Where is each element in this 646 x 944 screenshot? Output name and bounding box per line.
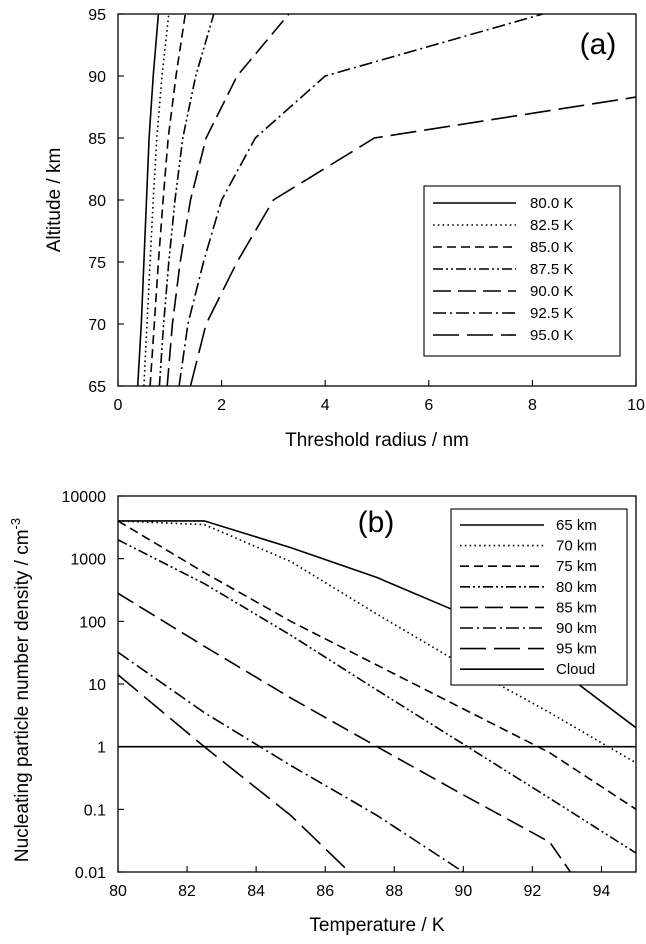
panel-b-x-tick-label: 84	[247, 883, 265, 900]
panel-a-x-tick-label: 4	[321, 397, 330, 414]
panel-b-legend-label-7: Cloud	[556, 661, 595, 678]
panel-a-y-tick-label: 75	[88, 255, 106, 272]
panel-b-legend-label-5: 90 km	[556, 620, 597, 637]
panel-b-y-tick-label: 0.1	[84, 802, 106, 819]
panel-a-series-group	[136, 14, 636, 386]
panel-a-series-4	[166, 14, 290, 386]
panel-b-x-tick-label: 86	[316, 883, 334, 900]
panel-b-series-2	[118, 520, 636, 810]
panel-a-chart: 0 2 4 6 8 10 65 70 75 80 85 90 95 80.0 K 82.5 K 85.0 K…	[44, 7, 645, 451]
panel-a-series-2	[149, 14, 187, 386]
panel-a-label: (a)	[580, 28, 617, 61]
panel-b-legend: 65 km 70 km 75 km 80 km 85 km 90 km 95 km Cloud	[450, 508, 628, 686]
panel-a-legend-label-5: 92.5 K	[530, 305, 573, 322]
panel-a-y-tick-label: 80	[88, 193, 106, 210]
panel-a-series-1	[143, 14, 170, 386]
panel-a-series-6	[189, 96, 636, 386]
panel-b-series-3	[118, 539, 636, 854]
panel-a-y-tick-label: 65	[88, 379, 106, 396]
panel-a-y-axis-title: Altitude / km	[44, 148, 65, 253]
panel-a-series-0	[136, 14, 160, 386]
panel-a-x-axis-title: Threshold radius / nm	[285, 430, 469, 451]
panel-a-series-5	[178, 14, 544, 386]
panel-a-y-tick-label: 95	[88, 7, 106, 24]
panel-b-legend-label-1: 70 km	[556, 538, 597, 555]
panel-b-legend-label-4: 85 km	[556, 599, 597, 616]
panel-b-legend-label-3: 80 km	[556, 579, 597, 596]
panel-b-series-4	[118, 592, 572, 872]
panel-a-series-3	[158, 14, 215, 386]
panel-b-series-5	[118, 651, 464, 872]
panel-b-x-tick-label: 92	[524, 883, 542, 900]
panel-a-y-tick-label: 70	[88, 317, 106, 334]
panel-b-y-axis-title-superscript: -3	[8, 518, 23, 530]
panel-b-y-axis-title-text: Nucleating particle number density / cm	[12, 529, 33, 862]
panel-a-legend-label-0: 80.0 K	[530, 195, 573, 212]
panel-b-y-tick-label: 100	[79, 614, 106, 631]
panel-b-x-tick-label: 80	[109, 883, 127, 900]
panel-b-ticks: 80 82 84 86 88 90 92 94 0.01 0.1 1 10 100 1000 10000	[62, 489, 611, 900]
panel-b-series-1	[118, 520, 636, 764]
panel-b-x-tick-label: 88	[385, 883, 403, 900]
panel-b-x-tick-label: 90	[454, 883, 472, 900]
panel-b-y-tick-label: 0.01	[75, 865, 106, 882]
panel-a-legend: 80.0 K 82.5 K 85.0 K 87.5 K 90.0 K 92.5 K 95.0…	[423, 185, 621, 357]
panel-a-legend-box	[423, 185, 621, 357]
panel-a-x-tick-label: 8	[528, 397, 537, 414]
panel-a-y-tick-label: 90	[88, 69, 106, 86]
panel-b-y-tick-label: 10000	[62, 489, 107, 506]
panel-a-x-tick-label: 6	[424, 397, 433, 414]
panel-b-label: (b)	[358, 506, 395, 539]
panel-b-y-axis-title: Nucleating particle number density / cm-…	[8, 518, 33, 862]
panel-a-x-tick-label: 2	[217, 397, 226, 414]
panel-b-y-tick-label: 10	[88, 677, 106, 694]
panel-b-legend-label-6: 95 km	[556, 641, 597, 658]
panel-b-legend-box	[450, 508, 628, 686]
panel-a-legend-label-1: 82.5 K	[530, 217, 573, 234]
panel-b-y-tick-label: 1000	[70, 552, 106, 569]
panel-b-legend-label-0: 65 km	[556, 517, 597, 534]
panel-b-series-6	[118, 674, 350, 872]
panel-a-x-tick-label: 10	[627, 397, 645, 414]
panel-a-legend-label-3: 87.5 K	[530, 261, 573, 278]
panel-b-x-axis-title: Temperature / K	[309, 915, 444, 936]
panel-b-x-tick-label: 94	[593, 883, 611, 900]
panel-b-y-tick-label: 1	[97, 740, 106, 757]
panel-a-legend-label-4: 90.0 K	[530, 283, 573, 300]
panel-a-y-tick-label: 85	[88, 131, 106, 148]
panel-a-legend-label-6: 95.0 K	[530, 327, 573, 344]
panel-b-legend-label-2: 75 km	[556, 558, 597, 575]
panel-b-chart: 80 82 84 86 88 90 92 94 0.01 0.1 1 10 100 1000 10000 6…	[8, 489, 637, 936]
panel-a-legend-label-2: 85.0 K	[530, 239, 573, 256]
panel-a-x-tick-label: 0	[114, 397, 123, 414]
panel-b-series-group	[118, 520, 636, 872]
panel-a-ticks: 0 2 4 6 8 10 65 70 75 80 85 90 95	[88, 7, 645, 414]
panel-b-x-tick-label: 82	[178, 883, 196, 900]
